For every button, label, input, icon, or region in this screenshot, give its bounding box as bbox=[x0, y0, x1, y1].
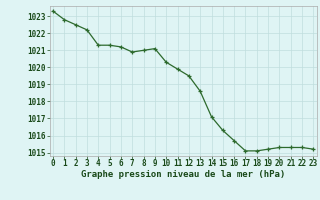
X-axis label: Graphe pression niveau de la mer (hPa): Graphe pression niveau de la mer (hPa) bbox=[81, 170, 285, 179]
